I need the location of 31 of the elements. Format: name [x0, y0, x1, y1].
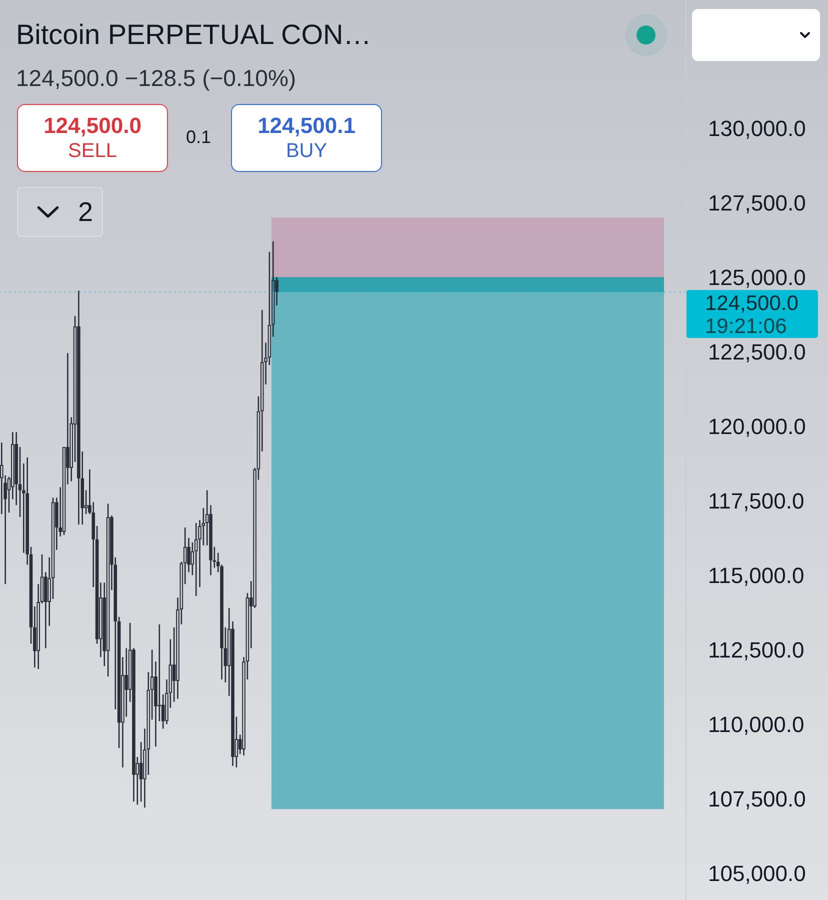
- candlestick: [194, 522, 198, 597]
- sell-button: 124,500.0 SELL: [17, 104, 168, 172]
- y-tick-label: 110,000.0: [708, 712, 804, 737]
- y-tick-label: 107,500.0: [708, 786, 806, 812]
- y-tick-label: 117,500.0: [708, 488, 804, 514]
- annotation: 0.1: [186, 126, 212, 148]
- candlestick: [202, 507, 206, 546]
- y-tick-label: 130,000.0: [708, 116, 806, 141]
- candlestick: [158, 624, 162, 722]
- text: 124,500.0 −128.5 (−0.10%): [16, 64, 296, 92]
- annotation: 2: [78, 197, 94, 227]
- annotation: 124,500.0: [44, 113, 142, 139]
- y-tick-label: 120,000.0: [708, 414, 806, 439]
- dropdown-button: 2: [17, 187, 103, 237]
- y-tick-label: 125,000.0: [708, 264, 806, 290]
- ref-line-label: 124,500.0: [705, 292, 798, 316]
- candlestick: [146, 671, 150, 776]
- buy-button: 124,500.1 BUY: [231, 104, 382, 172]
- annotation: BUY: [286, 139, 328, 163]
- candlestick: [106, 502, 110, 678]
- candlestick: [198, 519, 202, 588]
- annotation: 124,500.1: [258, 113, 356, 139]
- y-tick-label: 112,500.0: [708, 637, 804, 662]
- candlestick: [139, 741, 143, 802]
- text: Bitcoin PERPETUAL CON…: [16, 18, 372, 52]
- text: 19:21:06: [705, 315, 787, 338]
- annotation: SELL: [68, 139, 117, 163]
- y-tick-label: 127,500.0: [708, 190, 806, 216]
- y-tick-label: 115,000.0: [708, 562, 804, 588]
- y-tick-label: 122,500.0: [708, 339, 806, 364]
- y-tick-label: 105,000.0: [708, 860, 806, 886]
